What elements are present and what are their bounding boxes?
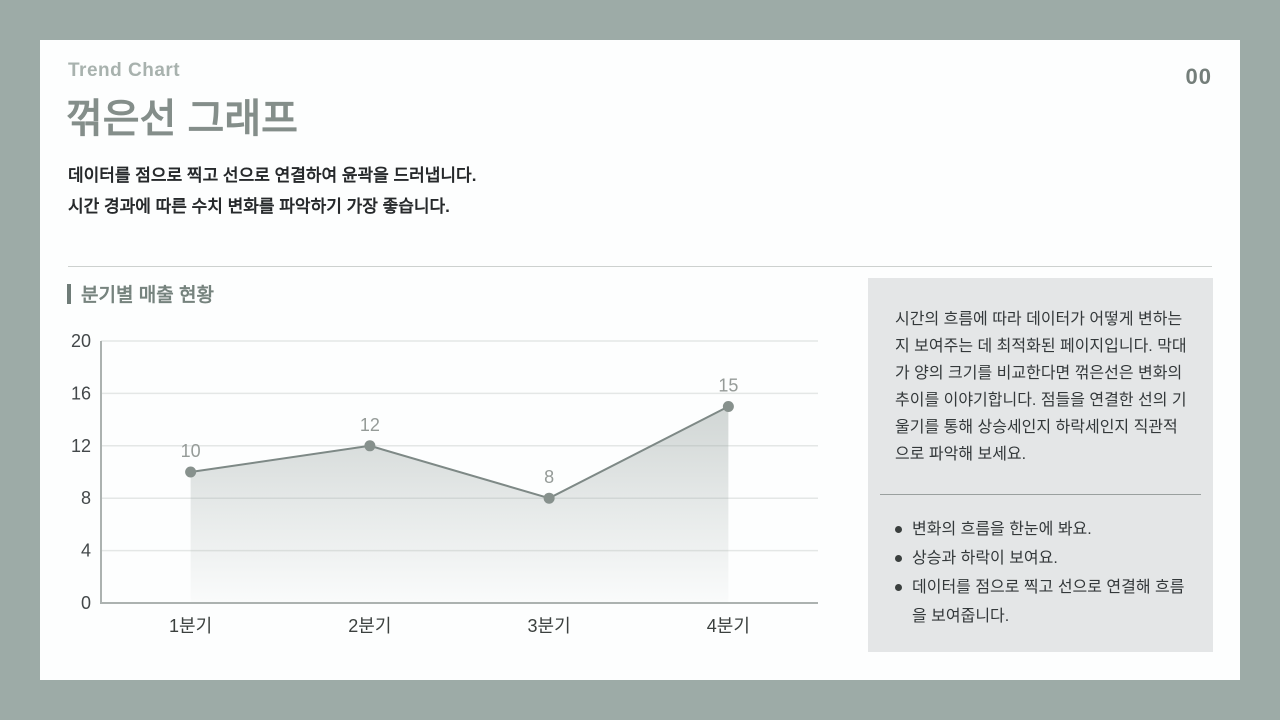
bullet-dot-icon <box>895 584 902 591</box>
chart-value-label: 12 <box>360 415 380 435</box>
bullet-text: 데이터를 점으로 찍고 선으로 연결해 흐름을 보여줍니다. <box>912 579 1185 625</box>
section-accent-bar <box>67 283 71 304</box>
x-axis-category-label: 2분기 <box>348 616 391 636</box>
y-axis-tick-label: 8 <box>81 488 91 508</box>
description-line-2: 시간 경과에 따른 수치 변화를 파악하기 가장 좋습니다. <box>68 197 450 216</box>
y-axis-tick-label: 16 <box>71 383 91 403</box>
chart-data-point <box>364 440 376 452</box>
bullet-text: 상승과 하락이 보여요. <box>912 550 1058 567</box>
list-item: 상승과 하락이 보여요. <box>895 544 1193 573</box>
chart-trend-line <box>190 405 729 500</box>
y-axis-tick-label: 4 <box>81 541 91 561</box>
page-title: 꺾은선 그래프 <box>66 97 298 141</box>
chart-section-header: 분기별 매출 현황 <box>67 280 214 307</box>
x-axis-category-label: 3분기 <box>528 616 571 636</box>
slide-card: Trend Chart 00 꺾은선 그래프 데이터를 점으로 찍고 선으로 연… <box>40 40 1240 680</box>
y-axis-tick-label: 12 <box>71 436 91 456</box>
x-axis-category-label: 1분기 <box>169 616 212 636</box>
sidebar-note-panel: 시간의 흐름에 따라 데이터가 어떻게 변하는지 보여주는 데 최적화된 페이지… <box>868 278 1213 652</box>
chart-area-fill <box>190 406 729 603</box>
trend-line-chart: 0 4 8 12 16 20 10 1분기 12 2분기 8 3분기 15 4분기 <box>71 331 818 636</box>
list-item: 변화의 흐름을 한눈에 봐요. <box>895 515 1193 544</box>
list-item: 데이터를 점으로 찍고 선으로 연결해 흐름을 보여줍니다. <box>895 573 1193 631</box>
chart-axes <box>100 341 818 604</box>
chart-value-label: 15 <box>718 376 738 396</box>
header-divider <box>68 266 1212 267</box>
bullet-text: 변화의 흐름을 한눈에 봐요. <box>912 521 1092 538</box>
chart-data-point <box>185 466 197 478</box>
page-description: 데이터를 점으로 찍고 선으로 연결하여 윤곽을 드러냅니다. 시간 경과에 따… <box>68 160 476 222</box>
bullet-dot-icon <box>895 555 902 562</box>
y-axis-tick-label: 0 <box>81 593 91 613</box>
chart-data-point <box>722 401 734 412</box>
page-number: 00 <box>1185 64 1212 89</box>
chart-value-label: 8 <box>544 467 554 487</box>
sidebar-bullet-list: 변화의 흐름을 한눈에 봐요. 상승과 하락이 보여요. 데이터를 점으로 찍고… <box>895 515 1193 631</box>
eyebrow-label: Trend Chart <box>68 60 181 81</box>
y-axis-tick-label: 20 <box>71 331 91 351</box>
chart-value-label: 10 <box>181 441 201 461</box>
sidebar-divider <box>880 494 1201 495</box>
bullet-dot-icon <box>895 526 902 533</box>
sidebar-paragraph: 시간의 흐름에 따라 데이터가 어떻게 변하는지 보여주는 데 최적화된 페이지… <box>895 311 1187 463</box>
chart-data-point <box>543 492 555 504</box>
description-line-1: 데이터를 점으로 찍고 선으로 연결하여 윤곽을 드러냅니다. <box>68 166 477 185</box>
section-title: 분기별 매출 현황 <box>81 285 214 306</box>
x-axis-category-label: 4분기 <box>707 616 750 636</box>
